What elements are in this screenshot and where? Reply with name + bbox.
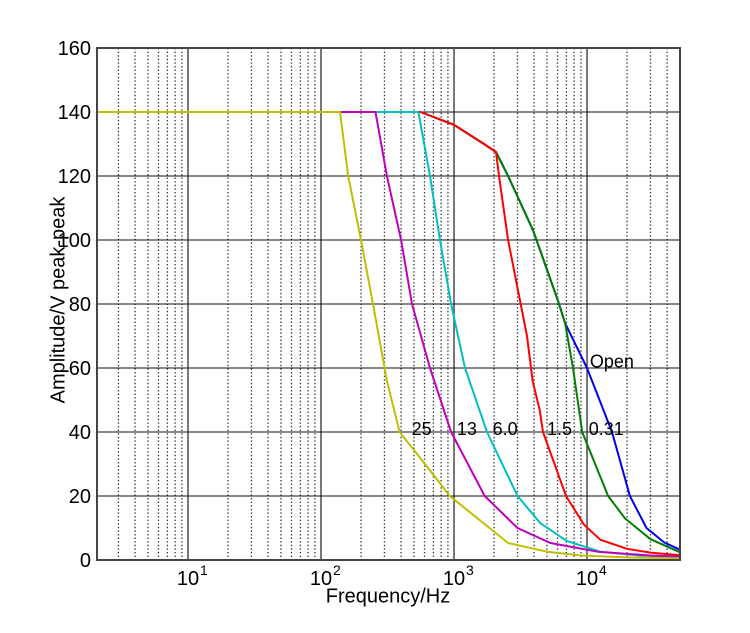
y-tick-label: 140 [58,102,91,124]
series-curve-1.5 [96,111,681,557]
y-tick-label: 20 [69,486,91,508]
series-curve-25 [96,111,681,560]
x-tick-label: 10 [177,568,199,590]
y-tick-label: 160 [58,38,91,60]
x-tick-exponent: 4 [599,562,607,578]
x-tick-exponent: 2 [333,562,341,578]
plot-border [96,47,681,561]
curve-label-25: 25 [412,419,432,439]
y-tick-label: 120 [58,166,91,188]
series-curve-0.31 [96,111,681,554]
x-tick-label: 10 [576,568,598,590]
curve-label-1.5: 1.5 [547,419,572,439]
x-tick-exponent: 3 [466,562,474,578]
x-tick-label: 10 [443,568,465,590]
y-tick-label: 40 [69,422,91,444]
x-tick-label: 10 [310,568,332,590]
curve-label-6.0: 6.0 [493,419,518,439]
x-axis-label: Frequency/Hz [325,585,451,608]
series-curve-Open [96,111,681,551]
y-tick-label: 60 [69,358,91,380]
curve-label-Open: Open [590,352,634,372]
y-axis-label: Amplitude/V peak-peak [47,196,70,404]
curve-label-13: 13 [457,419,477,439]
y-tick-label: 0 [80,550,91,572]
y-tick-label: 100 [58,230,91,252]
curve-label-0.31: 0.31 [589,419,624,439]
x-tick-exponent: 1 [200,562,208,578]
series-curve-13 [96,111,681,558]
y-tick-label: 80 [69,294,91,316]
